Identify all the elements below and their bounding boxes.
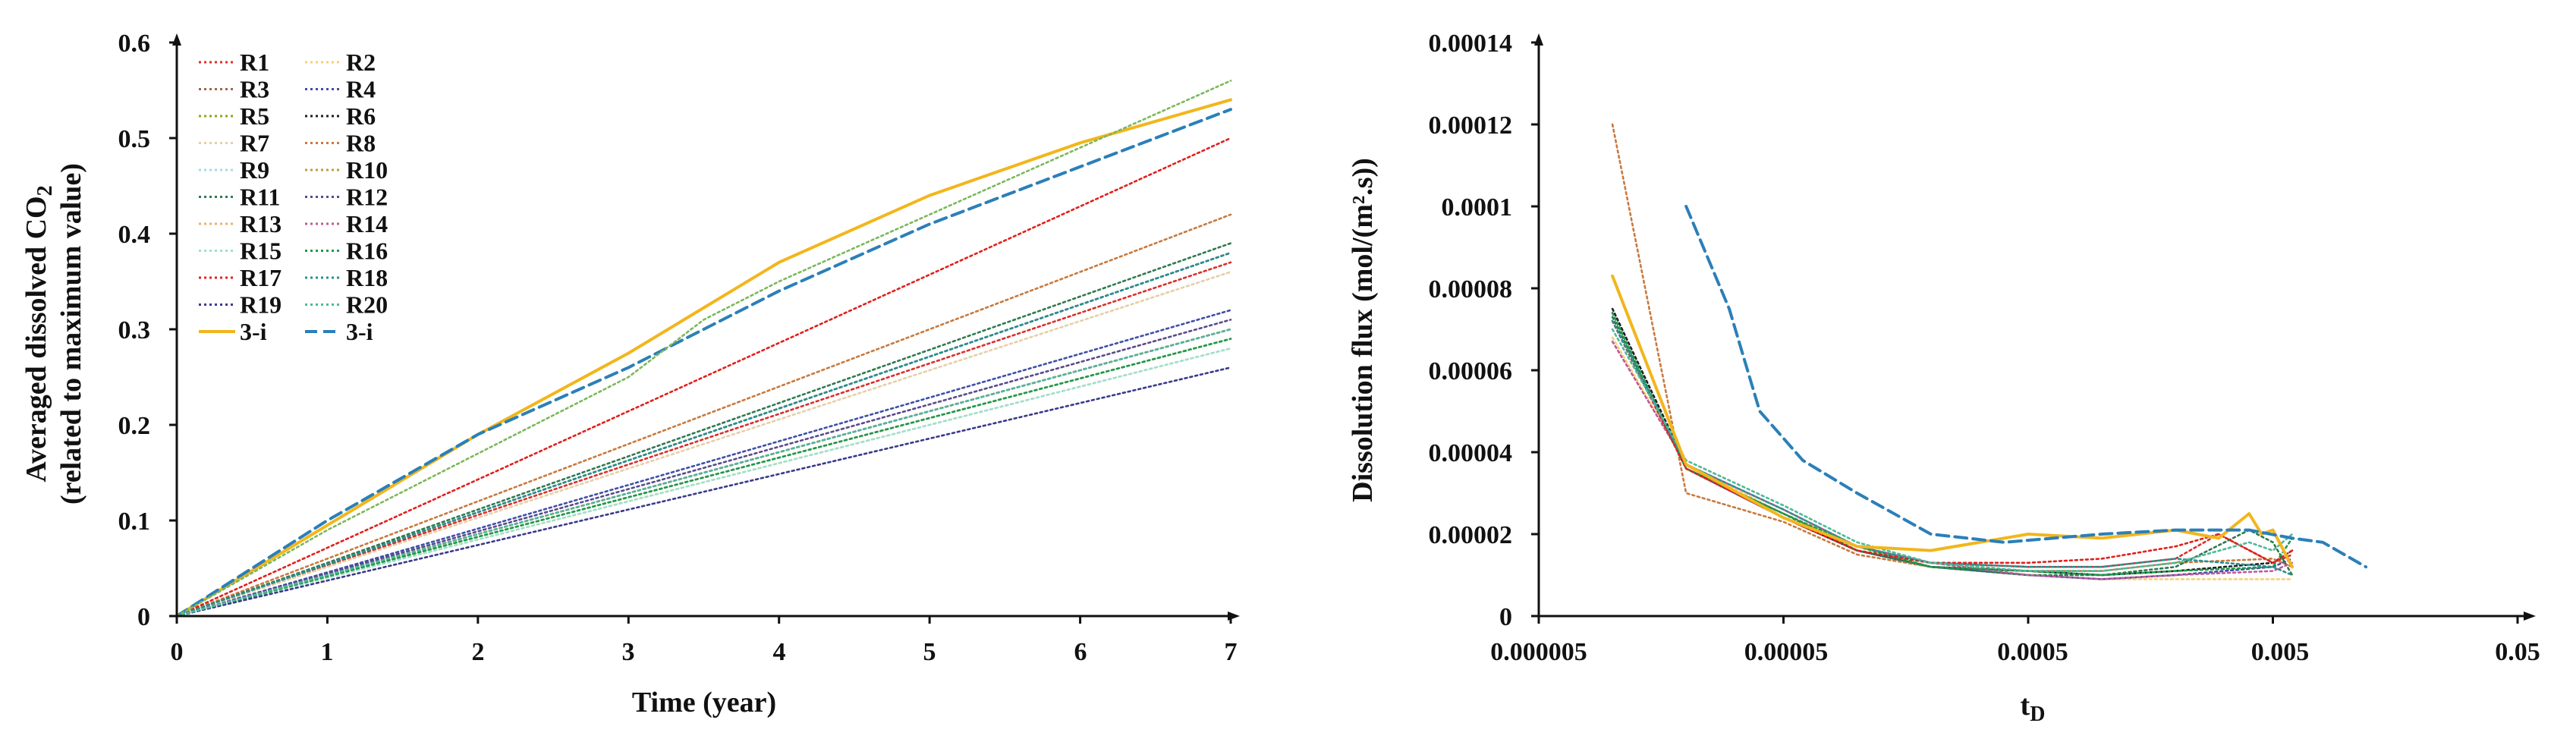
- right-xtick-2: 0.0005: [1997, 638, 2068, 666]
- right-series-lines: [1611, 123, 2368, 580]
- legend-label-r1-0: R1: [240, 49, 269, 76]
- left-series-line-extra-22: [175, 80, 1232, 618]
- legend-label-r13-12: R13: [240, 210, 282, 237]
- right-series-line-r8-4: [1611, 123, 2294, 572]
- right-x-label-main: t: [2021, 690, 2030, 722]
- legend-label-r6-5: R6: [346, 102, 376, 130]
- legend-label-r3-2: R3: [240, 76, 269, 103]
- right-x-axis-arrow: [2524, 612, 2536, 621]
- left-series-line-3-i-21: [175, 108, 1232, 618]
- right-ytick-4: 0.00008: [1429, 275, 1513, 303]
- legend-label-r20-19: R20: [346, 291, 388, 319]
- left-y-axis-label-line2: (related to maximum value): [55, 163, 87, 505]
- legend-label-r11-10: R11: [240, 184, 280, 211]
- left-series-line-r4-3: [175, 309, 1232, 618]
- right-x-label-subscript: D: [2030, 703, 2045, 726]
- left-ytick-2: 0.2: [118, 412, 151, 440]
- right-ytick-3: 0.00006: [1429, 357, 1513, 385]
- left-chart: 0 0.1 0.2 0.3 0.4 0.5 0.6 0 1 2 3 4 5 6 …: [20, 30, 1240, 718]
- legend-label-r19-18: R19: [240, 291, 282, 319]
- left-xtick-4: 4: [773, 638, 786, 666]
- right-series-line-r16-7: [1611, 312, 2294, 577]
- left-series-lines: [175, 80, 1232, 618]
- legend-label-r2-1: R2: [346, 49, 376, 76]
- legend-label-r18-17: R18: [346, 264, 388, 291]
- right-ytick-7: 0.00014: [1429, 30, 1513, 58]
- legend-label-r4-3: R4: [346, 76, 376, 103]
- right-ytick-5: 0.0001: [1442, 193, 1513, 222]
- legend-label-3-i-20: 3-i: [240, 318, 267, 345]
- legend-label-r16-15: R16: [346, 237, 388, 265]
- left-series-line-r16-15: [175, 338, 1232, 618]
- left-xtick-7: 7: [1225, 638, 1238, 666]
- left-ytick-0: 0: [137, 603, 150, 631]
- left-xtick-0: 0: [171, 638, 184, 666]
- right-y-axis-label: Dissolution flux (mol/(m².s)): [1347, 158, 1379, 502]
- left-series-line-r18-17: [175, 251, 1232, 618]
- left-xtick-6: 6: [1074, 638, 1087, 666]
- right-series-line-r20-10: [1611, 328, 2294, 572]
- left-xtick-2: 2: [472, 638, 485, 666]
- right-x-axis-label: tD: [2021, 690, 2046, 726]
- right-chart: 0 0.00002 0.00004 0.00006 0.00008 0.0001…: [1347, 30, 2540, 726]
- right-series-line-3-i-12: [1684, 205, 2368, 569]
- legend-label-r9-8: R9: [240, 156, 269, 184]
- right-series-line-r14-6: [1611, 340, 2294, 580]
- left-y-label-subscript: 2: [33, 185, 57, 196]
- left-y-axis-arrow: [172, 33, 181, 46]
- right-series-line-r4-2: [1611, 312, 2294, 580]
- right-ytick-0: 0: [1499, 603, 1512, 631]
- legend-label-r14-13: R14: [346, 210, 388, 237]
- left-series-line-r11-10: [175, 242, 1232, 618]
- left-ytick-1: 0.1: [118, 508, 151, 536]
- right-series-line-r18-9: [1611, 319, 2294, 577]
- legend-label-r17-16: R17: [240, 264, 282, 291]
- right-ytick-6: 0.00012: [1429, 112, 1513, 140]
- left-x-axis-arrow: [1228, 612, 1240, 621]
- right-ytick-2: 0.00004: [1429, 439, 1513, 467]
- right-series-line-r11-5: [1611, 316, 2294, 577]
- legend-label-r12-11: R12: [346, 184, 388, 211]
- left-series-line-r1-0: [175, 261, 1232, 618]
- left-series-line-r17-16: [175, 137, 1232, 618]
- left-y-label-main: Averaged dissolved CO: [20, 196, 52, 482]
- left-series-line-3-i-20: [175, 98, 1232, 618]
- left-series-line-r19-18: [175, 366, 1232, 618]
- left-ytick-6: 0.6: [118, 30, 151, 58]
- right-series-line-r6-3: [1611, 307, 2294, 577]
- right-xtick-0: 0.000005: [1490, 638, 1587, 666]
- left-series-line-r7-6: [175, 271, 1232, 618]
- left-xtick-5: 5: [923, 638, 936, 666]
- right-ytick-1: 0.00002: [1429, 521, 1513, 549]
- left-series-line-r8-7: [175, 213, 1232, 618]
- legend-label-r8-7: R8: [346, 130, 376, 157]
- right-xtick-3: 0.005: [2251, 638, 2310, 666]
- right-xtick-4: 0.05: [2495, 638, 2540, 666]
- left-series-line-r12-11: [175, 319, 1232, 618]
- legend-label-r5-4: R5: [240, 102, 269, 130]
- left-y-axis-label: Averaged dissolved CO2: [20, 185, 57, 482]
- left-series-line-r20-19: [175, 328, 1232, 618]
- right-xtick-1: 0.00005: [1744, 638, 1829, 666]
- left-xtick-1: 1: [321, 638, 334, 666]
- legend-label-3-i-21: 3-i: [346, 318, 373, 345]
- right-series-line-r17-8: [1611, 319, 2294, 564]
- left-ytick-4: 0.4: [118, 221, 151, 249]
- left-xtick-3: 3: [622, 638, 635, 666]
- legend-label-r7-6: R7: [240, 130, 269, 157]
- left-ytick-3: 0.3: [118, 316, 151, 344]
- left-tick-marks: [169, 41, 1232, 624]
- left-series-line-r15-14: [175, 347, 1232, 618]
- legend-label-r15-14: R15: [240, 237, 282, 265]
- legend-label-r10-9: R10: [346, 156, 388, 184]
- left-ytick-5: 0.5: [118, 125, 151, 153]
- right-y-axis-arrow: [1534, 33, 1543, 46]
- right-tick-marks: [1531, 41, 2519, 624]
- left-x-axis-label: Time (year): [632, 687, 776, 718]
- right-series-line-3-i-11: [1611, 274, 2294, 569]
